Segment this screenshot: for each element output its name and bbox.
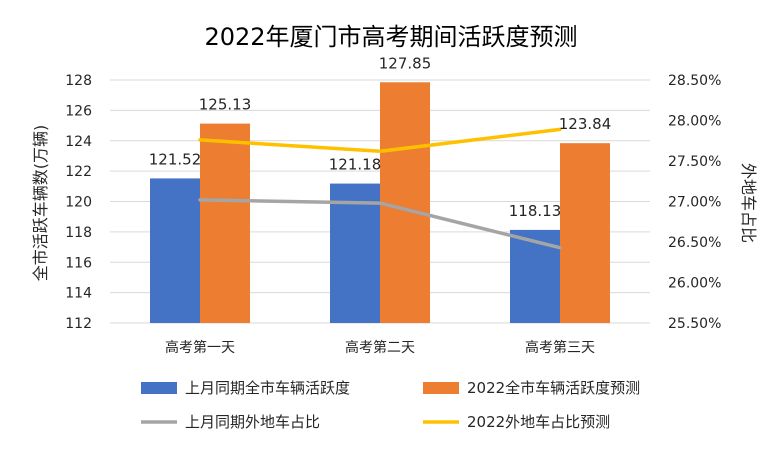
y-tick-label: 128	[65, 73, 92, 89]
bar	[510, 229, 560, 323]
bars	[150, 82, 610, 323]
legend-label: 2022全市车辆活跃度预测	[467, 379, 640, 397]
y-axis-title: 全市活跃车辆数(万辆)	[31, 125, 50, 282]
y2-tick-label: 26.50%	[668, 235, 721, 251]
bar	[330, 183, 380, 323]
y-tick-label: 124	[65, 134, 92, 150]
y-tick-label: 122	[65, 164, 92, 180]
legend-swatch	[141, 382, 177, 394]
data-labels: 121.52 121.18 118.13 125.13 127.85 123.84	[149, 54, 612, 220]
series-line	[198, 198, 562, 250]
y2-tick-label: 27.00%	[668, 195, 721, 211]
x-axis-ticks: 高考第一天 高考第二天 高考第三天	[165, 339, 595, 356]
x-tick-label: 高考第三天	[525, 339, 595, 356]
y2-axis-ticks: 25.50% 26.00% 26.50% 27.00% 27.50% 28.00% 28.5…	[668, 73, 721, 332]
bar	[150, 178, 200, 323]
y-tick-label: 120	[65, 195, 92, 211]
bar-value-label: 121.18	[329, 156, 382, 174]
y-axis-ticks: 112 114 116 118 120 122 124 126 128	[65, 73, 92, 332]
y2-tick-label: 28.00%	[668, 114, 721, 130]
series-line	[198, 127, 562, 154]
bar	[560, 143, 610, 323]
x-tick-label: 高考第一天	[165, 339, 235, 356]
y-tick-label: 114	[65, 286, 92, 302]
chart-title: 2022年厦门市高考期间活跃度预测	[204, 23, 577, 51]
bar	[200, 123, 250, 323]
bar-value-label: 127.85	[379, 54, 432, 72]
y-tick-label: 116	[65, 255, 92, 271]
y2-axis-title: 外地车占比	[739, 163, 758, 243]
legend-swatch	[423, 382, 459, 394]
legend-label: 2022外地车占比预测	[467, 413, 610, 431]
legend-label: 上月同期外地车占比	[185, 413, 320, 431]
y2-tick-label: 26.00%	[668, 276, 721, 292]
y2-tick-label: 27.50%	[668, 154, 721, 170]
y-tick-label: 118	[65, 225, 92, 241]
bar-value-label: 118.13	[509, 202, 562, 220]
bar-value-label: 123.84	[559, 115, 612, 133]
y2-tick-label: 28.50%	[668, 73, 721, 89]
series-lines	[198, 127, 562, 250]
y-tick-label: 126	[65, 103, 92, 119]
legend-label: 上月同期全市车辆活跃度	[185, 379, 350, 397]
x-tick-label: 高考第二天	[345, 339, 415, 356]
bar	[380, 82, 430, 323]
y-tick-label: 112	[65, 316, 92, 332]
bar-value-label: 125.13	[199, 96, 252, 114]
bar-value-label: 121.52	[149, 150, 202, 168]
y2-tick-label: 25.50%	[668, 316, 721, 332]
